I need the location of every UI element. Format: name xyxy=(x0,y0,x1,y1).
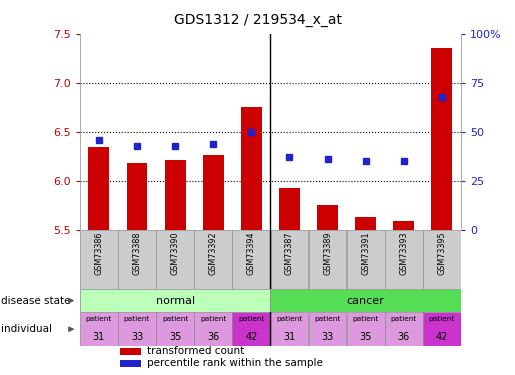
Text: 35: 35 xyxy=(359,332,372,342)
FancyBboxPatch shape xyxy=(194,230,232,289)
Bar xyxy=(317,206,338,230)
Text: GSM73391: GSM73391 xyxy=(361,232,370,275)
Text: 36: 36 xyxy=(207,332,219,342)
Text: GSM73387: GSM73387 xyxy=(285,232,294,275)
Text: patient: patient xyxy=(200,316,226,322)
FancyBboxPatch shape xyxy=(270,230,308,289)
Text: GSM73394: GSM73394 xyxy=(247,232,256,275)
Text: transformed count: transformed count xyxy=(147,346,244,356)
FancyBboxPatch shape xyxy=(270,312,308,346)
Text: 31: 31 xyxy=(93,332,105,342)
FancyBboxPatch shape xyxy=(80,289,270,312)
Bar xyxy=(165,160,185,230)
Text: normal: normal xyxy=(156,296,195,306)
Text: GSM73389: GSM73389 xyxy=(323,232,332,275)
Text: 33: 33 xyxy=(131,332,143,342)
FancyBboxPatch shape xyxy=(347,230,385,289)
Text: patient: patient xyxy=(353,316,379,322)
Text: GSM73386: GSM73386 xyxy=(94,232,104,275)
FancyBboxPatch shape xyxy=(194,312,232,346)
FancyBboxPatch shape xyxy=(156,312,194,346)
Text: GSM73390: GSM73390 xyxy=(170,232,180,275)
Bar xyxy=(279,188,300,230)
Text: percentile rank within the sample: percentile rank within the sample xyxy=(147,358,322,368)
Text: disease state: disease state xyxy=(1,296,71,306)
Text: patient: patient xyxy=(124,316,150,322)
FancyBboxPatch shape xyxy=(308,312,347,346)
FancyBboxPatch shape xyxy=(423,312,461,346)
Text: 33: 33 xyxy=(321,332,334,342)
FancyBboxPatch shape xyxy=(347,312,385,346)
Text: patient: patient xyxy=(162,316,188,322)
FancyBboxPatch shape xyxy=(232,312,270,346)
FancyBboxPatch shape xyxy=(118,312,156,346)
FancyBboxPatch shape xyxy=(156,230,194,289)
Text: 42: 42 xyxy=(436,332,448,342)
Text: patient: patient xyxy=(238,316,264,322)
Bar xyxy=(203,155,224,230)
Text: individual: individual xyxy=(1,324,52,334)
Bar xyxy=(241,107,262,230)
Text: cancer: cancer xyxy=(347,296,385,306)
Text: 31: 31 xyxy=(283,332,296,342)
FancyBboxPatch shape xyxy=(308,230,347,289)
Text: 35: 35 xyxy=(169,332,181,342)
FancyBboxPatch shape xyxy=(80,230,118,289)
Bar xyxy=(127,163,147,230)
Text: GSM73392: GSM73392 xyxy=(209,232,218,275)
FancyBboxPatch shape xyxy=(423,230,461,289)
Text: patient: patient xyxy=(391,316,417,322)
Text: patient: patient xyxy=(315,316,340,322)
FancyBboxPatch shape xyxy=(232,230,270,289)
Bar xyxy=(120,348,141,355)
Bar xyxy=(393,221,414,230)
Text: GSM73393: GSM73393 xyxy=(399,232,408,275)
Text: GDS1312 / 219534_x_at: GDS1312 / 219534_x_at xyxy=(174,13,341,27)
Text: GSM73388: GSM73388 xyxy=(132,232,142,275)
Bar xyxy=(89,147,109,230)
Bar xyxy=(355,217,376,230)
FancyBboxPatch shape xyxy=(270,289,461,312)
FancyBboxPatch shape xyxy=(385,312,423,346)
Text: patient: patient xyxy=(429,316,455,322)
Text: patient: patient xyxy=(86,316,112,322)
FancyBboxPatch shape xyxy=(118,230,156,289)
Bar xyxy=(120,360,141,367)
Bar xyxy=(432,48,452,230)
Text: 42: 42 xyxy=(245,332,258,342)
Text: patient: patient xyxy=(277,316,302,322)
Text: 36: 36 xyxy=(398,332,410,342)
FancyBboxPatch shape xyxy=(80,312,118,346)
Text: GSM73395: GSM73395 xyxy=(437,232,447,275)
FancyBboxPatch shape xyxy=(385,230,423,289)
